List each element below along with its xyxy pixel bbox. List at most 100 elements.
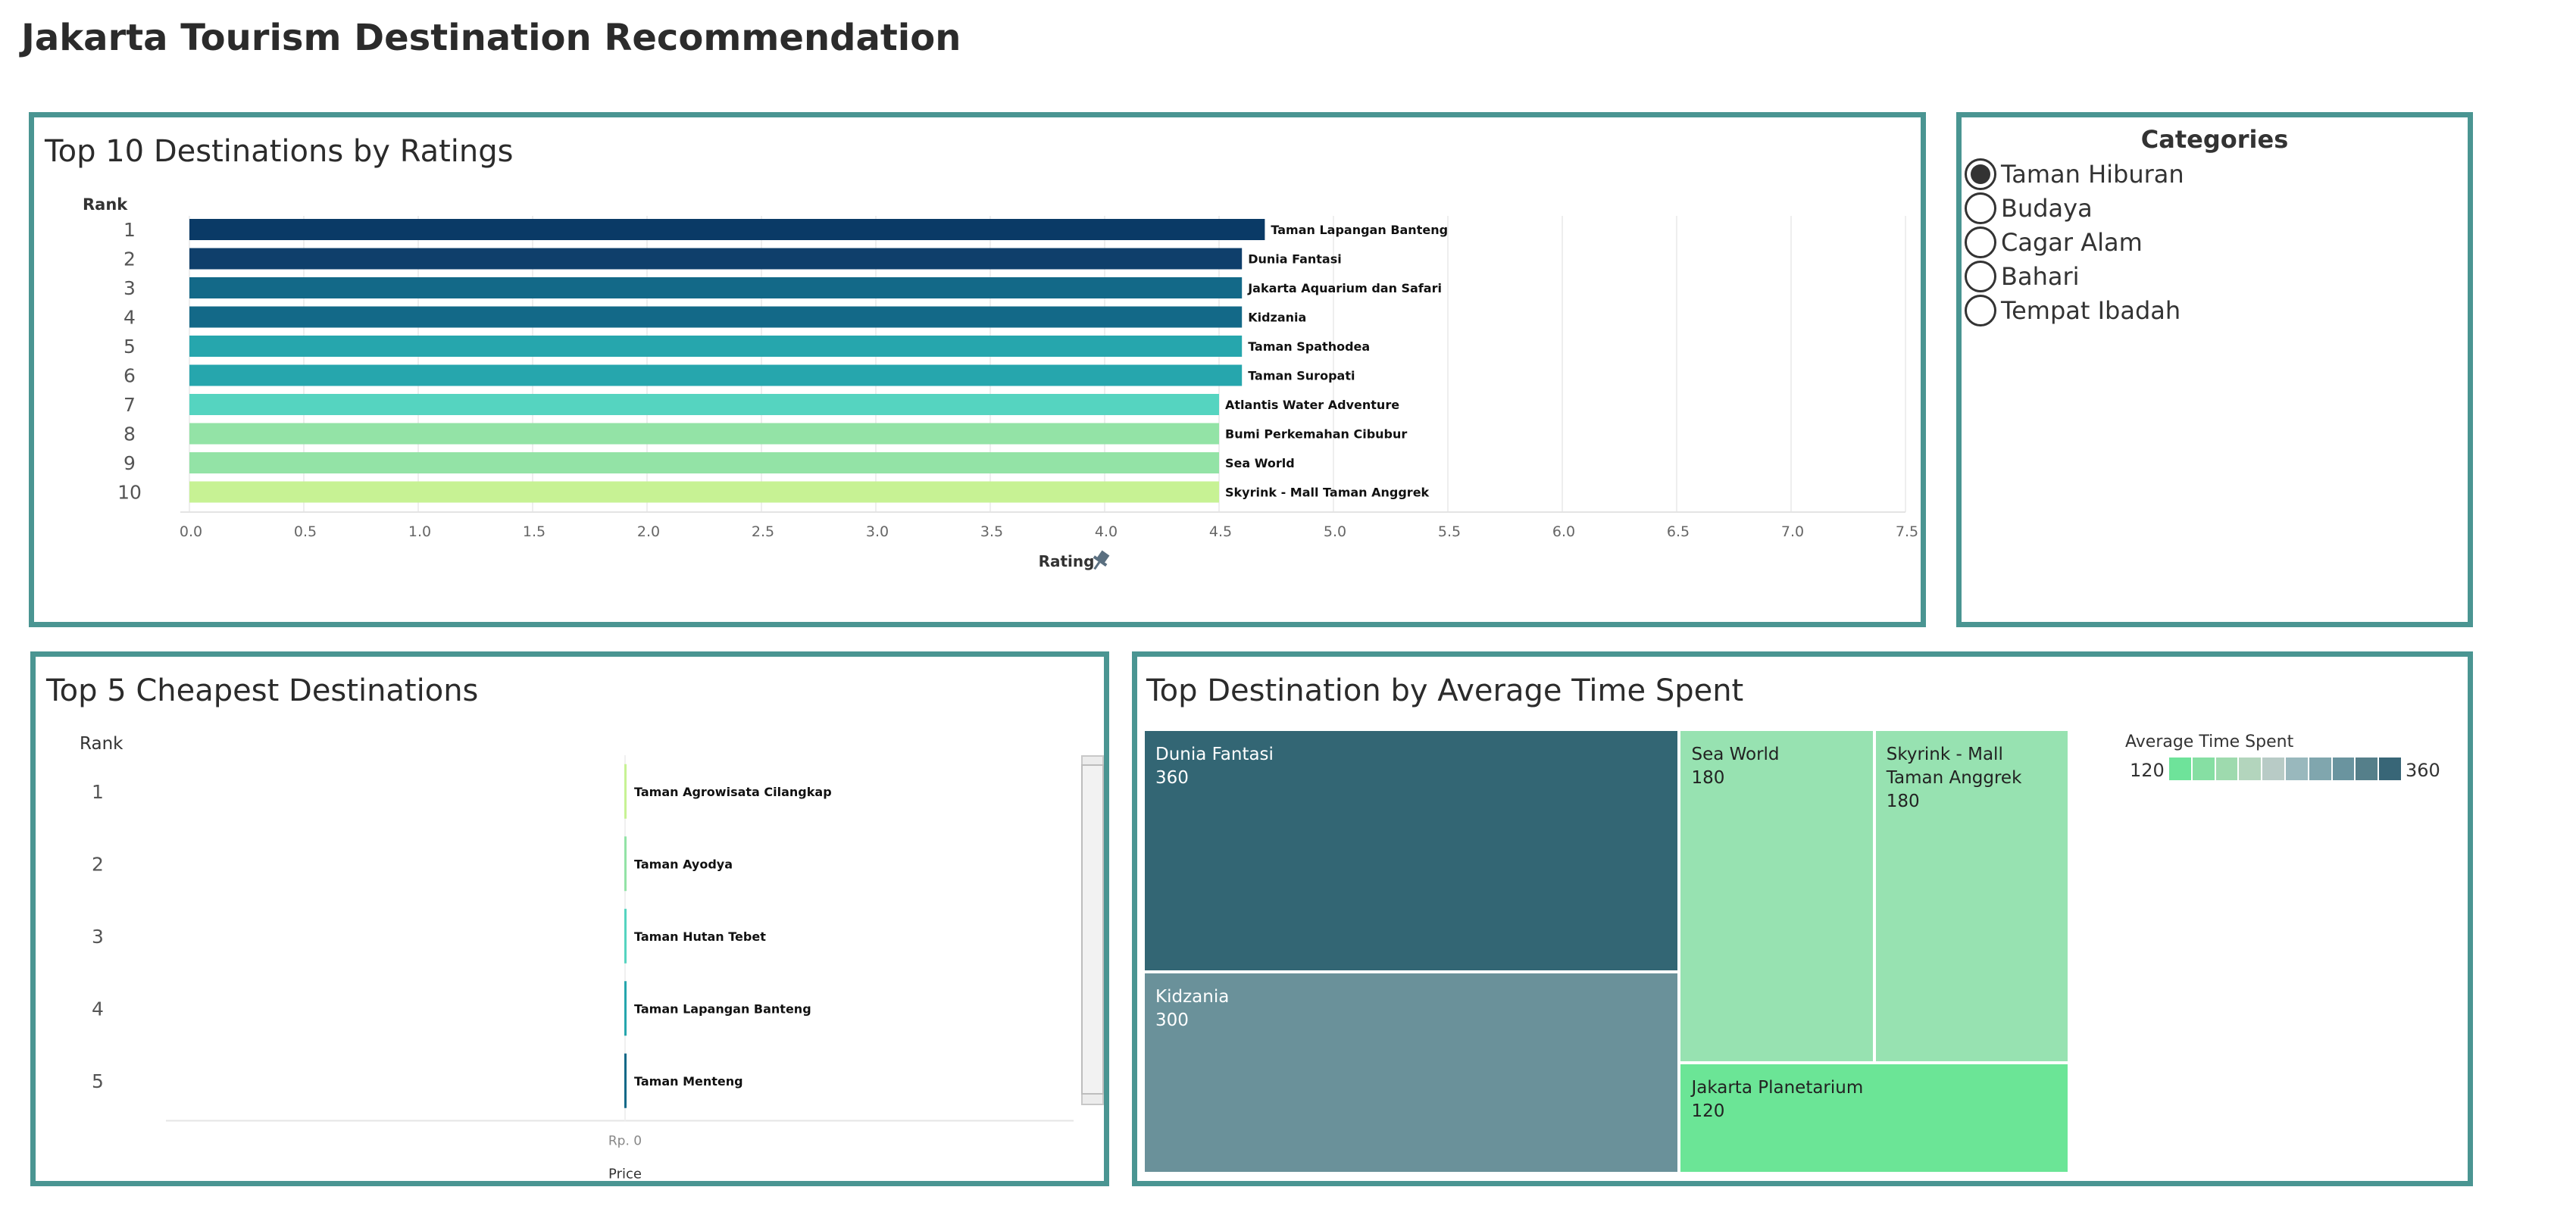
cheapest-panel-title: Top 5 Cheapest Destinations — [46, 673, 479, 708]
pin-icon — [1093, 550, 1110, 570]
categories-panel: Categories Taman Hiburan Budaya Cagar Alam… — [1956, 112, 2473, 627]
ratings-bar — [189, 336, 1243, 357]
ratings-x-tick-label: 2.0 — [637, 523, 660, 540]
cheapest-rank-label: 5 — [92, 1070, 104, 1092]
ratings-bar — [189, 452, 1219, 473]
category-option-label: Cagar Alam — [2001, 227, 2143, 257]
ratings-bar-label: Taman Lapangan Banteng — [1271, 223, 1448, 237]
treemap-cell-name: Skyrink - Mall Taman Anggrek — [1886, 745, 2022, 788]
ratings-x-tick-label: 5.5 — [1438, 523, 1461, 540]
legend-color-step — [2379, 758, 2402, 780]
treemap-cell-name: Sea World — [1691, 745, 1780, 764]
ratings-x-tick-label: 1.0 — [408, 523, 431, 540]
cheapest-rank-label: 3 — [92, 926, 104, 948]
ratings-x-tick-label: 2.5 — [752, 523, 774, 540]
category-option-budaya[interactable]: Budaya — [1965, 191, 2184, 225]
ratings-bar-label: Dunia Fantasi — [1248, 252, 1342, 267]
ratings-bar — [189, 219, 1265, 240]
categories-title: Categories — [2140, 125, 2289, 154]
treemap-cell-name: Dunia Fantasi — [1155, 745, 1274, 764]
ratings-x-tick-label: 3.0 — [866, 523, 889, 540]
category-option-label: Budaya — [2001, 193, 2093, 223]
cheapest-bar — [624, 981, 627, 1036]
ratings-bar — [189, 481, 1219, 503]
treemap-cell[interactable]: Sea World 180 — [1679, 729, 1874, 1063]
ratings-bar-chart: 0.0 0.5 1.0 1.5 2.0 2.5 3.0 3.5 4.0 4.5 5.0 5.5 6.0 6… — [83, 195, 1918, 570]
radio-button-icon[interactable] — [1965, 192, 1996, 224]
legend-color-step — [2332, 758, 2356, 780]
ratings-bar — [189, 394, 1219, 415]
treemap-cell[interactable]: Skyrink - Mall Taman Anggrek 180 — [1874, 729, 2069, 1063]
treemap-cell-name: Kidzania — [1155, 986, 1230, 1007]
ratings-rank-label: 7 — [123, 394, 136, 416]
category-option-label: Bahari — [2001, 261, 2080, 291]
ratings-bar-label: Taman Suropati — [1248, 369, 1355, 383]
cheapest-panel: Top 5 Cheapest Destinations Rank 1 Taman A… — [30, 651, 1109, 1186]
legend-min-label: 120 — [2130, 760, 2165, 781]
legend-color-step — [2356, 758, 2380, 780]
ratings-x-tick-label: 6.5 — [1667, 523, 1690, 540]
cheapest-row-header: Rank — [80, 734, 123, 754]
legend-color-step — [2215, 758, 2240, 780]
legend-max-label: 360 — [2406, 760, 2440, 781]
cheapest-rank-label: 1 — [92, 781, 104, 803]
legend-color-scale — [2169, 758, 2402, 780]
ratings-bar-label: Taman Spathodea — [1248, 339, 1370, 354]
radio-button-icon[interactable] — [1965, 294, 1996, 326]
cheapest-x-axis-label: Price — [608, 1167, 642, 1182]
legend-color-step — [2285, 758, 2309, 780]
category-option-cagar-alam[interactable]: Cagar Alam — [1965, 225, 2184, 259]
ratings-x-tick-label: 7.0 — [1781, 523, 1804, 540]
treemap-cell-value: 120 — [1691, 1101, 1725, 1121]
cheapest-bar-chart: Rank 1 Taman Agrowisata Cilangkap 2 Taman Ay… — [80, 734, 1074, 1182]
legend-color-step — [2169, 758, 2193, 780]
radio-button-icon[interactable] — [1965, 260, 1996, 292]
ratings-bar-label: Atlantis Water Adventure — [1225, 398, 1399, 412]
legend-color-step — [2192, 758, 2216, 780]
ratings-x-tick-label: 4.0 — [1095, 523, 1118, 540]
cheapest-bar — [624, 1053, 627, 1108]
ratings-x-tick-label: 6.0 — [1552, 523, 1575, 540]
treemap-cell[interactable]: Jakarta Planetarium 120 — [1679, 1062, 2069, 1173]
time-spent-panel-title: Top Destination by Average Time Spent — [1146, 673, 1744, 708]
radio-button-icon[interactable] — [1965, 158, 1996, 190]
cheapest-scrollbar-thumb[interactable] — [1081, 764, 1104, 1095]
ratings-bar-label: Sea World — [1225, 456, 1295, 470]
ratings-x-tick-label: 0.5 — [294, 523, 317, 540]
category-option-taman-hiburan[interactable]: Taman Hiburan — [1965, 157, 2184, 191]
ratings-bar — [189, 277, 1243, 298]
legend-color-step — [2239, 758, 2263, 780]
treemap-cell[interactable]: Kidzania 300 — [1143, 971, 1680, 1173]
ratings-rank-label: 6 — [123, 365, 136, 387]
ratings-bar — [189, 306, 1243, 328]
ratings-rank-label: 10 — [117, 482, 142, 504]
pin-icon-base — [1093, 555, 1108, 567]
cheapest-rank-label: 2 — [92, 853, 104, 875]
cheapest-x-tick-label: Rp. 0 — [608, 1134, 642, 1149]
ratings-x-axis-label: Rating — [1039, 552, 1095, 570]
cheapest-bar-label: Taman Hutan Tebet — [634, 929, 766, 944]
ratings-rank-label: 2 — [123, 248, 136, 270]
cheapest-bar-label: Taman Ayodya — [634, 857, 733, 871]
ratings-bar-label: Jakarta Aquarium dan Safari — [1247, 281, 1442, 295]
ratings-rank-label: 5 — [123, 336, 136, 358]
treemap-cell-value: 360 — [1155, 768, 1189, 788]
ratings-x-tick-label: 5.0 — [1324, 523, 1346, 540]
treemap-cell[interactable]: Dunia Fantasi 360 — [1143, 729, 1680, 972]
treemap-cell-value: 300 — [1155, 1010, 1189, 1030]
category-option-bahari[interactable]: Bahari — [1965, 259, 2184, 293]
ratings-bar-label: Bumi Perkemahan Cibubur — [1225, 427, 1407, 442]
treemap-cell-name: Jakarta Planetarium — [1691, 1077, 1864, 1098]
ratings-rank-label: 3 — [123, 277, 136, 299]
cheapest-bar — [624, 908, 627, 964]
radio-button-icon[interactable] — [1965, 226, 1996, 258]
category-option-tempat-ibadah[interactable]: Tempat Ibadah — [1965, 293, 2184, 327]
cheapest-bar-label: Taman Lapangan Banteng — [634, 1001, 811, 1016]
ratings-bar-label: Skyrink - Mall Taman Anggrek — [1225, 486, 1430, 500]
ratings-rank-label: 8 — [123, 423, 136, 445]
ratings-panel: Top 10 Destinations by Ratings 0.0 0.5 1.0… — [29, 112, 1926, 627]
legend-title: Average Time Spent — [2125, 733, 2294, 751]
ratings-bar — [189, 423, 1219, 445]
ratings-rank-label: 9 — [123, 452, 136, 474]
ratings-rank-label: 1 — [123, 219, 136, 241]
